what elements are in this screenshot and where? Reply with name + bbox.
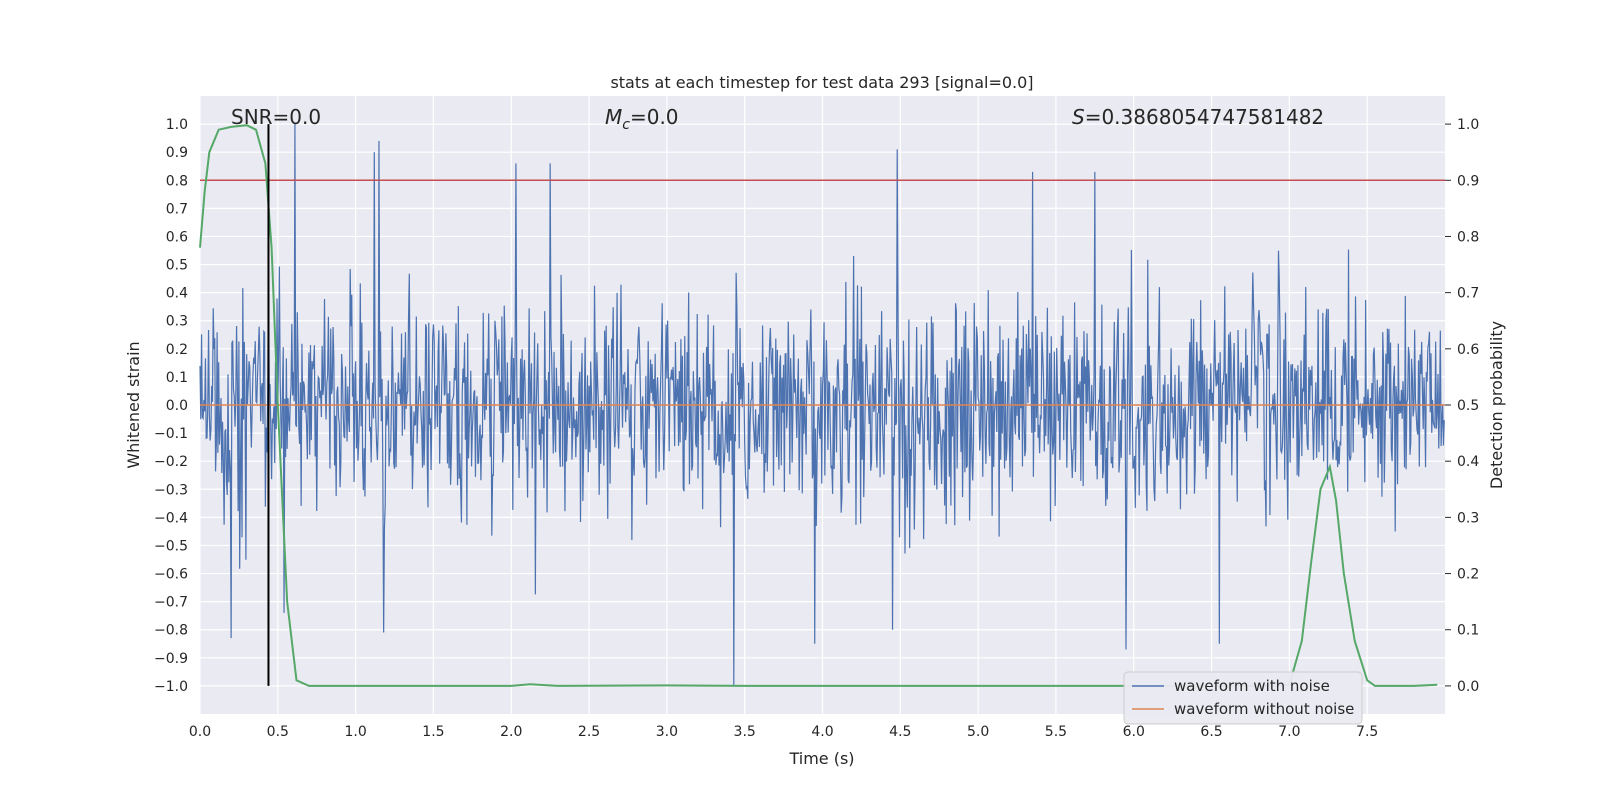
snr-annotation: SNR=0.0 xyxy=(231,105,321,129)
legend-box xyxy=(1123,671,1363,725)
y-tick-label: 0.8 xyxy=(166,173,188,189)
x-tick-label: 3.0 xyxy=(656,724,678,740)
y-tick-label: 0.4 xyxy=(166,286,188,302)
y-tick-label: 0.5 xyxy=(166,258,188,274)
y-tick-label: 0.7 xyxy=(166,201,188,217)
legend: waveform with noise waveform without noi… xyxy=(1123,671,1363,725)
y2-tick-label: 0.8 xyxy=(1457,229,1479,245)
y-tick-label: 0.9 xyxy=(166,145,188,161)
y2-tick-label: 0.1 xyxy=(1457,623,1479,639)
chirp-mass-annotation: Mc=0.0 xyxy=(605,105,679,133)
legend-label-clean: waveform without noise xyxy=(1174,700,1354,718)
x-tick-label: 6.5 xyxy=(1200,724,1222,740)
x-tick-label: 2.0 xyxy=(500,724,522,740)
y-tick-label: 0.1 xyxy=(166,370,188,386)
y2-tick-label: 1.0 xyxy=(1457,117,1479,133)
legend-label-noise: waveform with noise xyxy=(1174,677,1330,695)
y-tick-label: −0.7 xyxy=(154,595,188,611)
y-axis-right: 1.0 0.9 0.8 0.7 0.6 0.5 0.4 0.3 0.2 0.1 0.0 xyxy=(1445,117,1479,695)
y-tick-label: 1.0 xyxy=(166,117,188,133)
x-tick-label: 4.0 xyxy=(811,724,833,740)
y-tick-label: −0.6 xyxy=(154,567,188,583)
y-tick-label: 0.6 xyxy=(166,229,188,245)
x-tick-label: 5.5 xyxy=(1045,724,1067,740)
x-tick-label: 5.0 xyxy=(967,724,989,740)
y2-tick-label: 0.0 xyxy=(1457,679,1479,695)
y2-tick-label: 0.3 xyxy=(1457,510,1479,526)
y-axis-left: 1.0 0.9 0.8 0.7 0.6 0.5 0.4 0.3 0.2 0.1 0.0 −0.1 −0.… xyxy=(154,117,188,695)
y-tick-label: −0.5 xyxy=(154,538,188,554)
y2-tick-label: 0.6 xyxy=(1457,342,1479,358)
x-tick-label: 1.0 xyxy=(344,724,366,740)
y2-tick-label: 0.2 xyxy=(1457,567,1479,583)
x-tick-label: 0.5 xyxy=(267,724,289,740)
y-tick-label: −1.0 xyxy=(154,679,188,695)
x-tick-label: 3.5 xyxy=(734,724,756,740)
y-tick-label: 0.3 xyxy=(166,314,188,330)
x-axis: 0.0 0.5 1.0 1.5 2.0 2.5 3.0 3.5 4.0 4.5 5.0 5.5 6.0 6… xyxy=(189,724,1378,740)
y2-tick-label: 0.7 xyxy=(1457,286,1479,302)
x-tick-label: 4.5 xyxy=(889,724,911,740)
y-tick-label: −0.4 xyxy=(154,510,188,526)
y2-tick-label: 0.4 xyxy=(1457,454,1479,470)
y-tick-label: −0.9 xyxy=(154,651,188,667)
y-tick-label: 0.0 xyxy=(166,398,188,414)
x-tick-label: 2.5 xyxy=(578,724,600,740)
detection-probability-series xyxy=(199,124,1445,687)
x-tick-label: 7.5 xyxy=(1356,724,1378,740)
y-tick-label: −0.3 xyxy=(154,482,188,498)
x-tick-label: 7.0 xyxy=(1278,724,1300,740)
y-tick-label: −0.8 xyxy=(154,623,188,639)
waveform-with-noise-line xyxy=(199,124,1445,686)
chart-title: stats at each timestep for test data 293… xyxy=(610,73,1033,92)
x-tick-label: 1.5 xyxy=(422,724,444,740)
y2-tick-label: 0.5 xyxy=(1457,398,1479,414)
y-axis-label: Whitened strain xyxy=(124,341,143,468)
detection-probability-line xyxy=(199,124,1438,687)
y-tick-label: −0.2 xyxy=(154,454,188,470)
x-tick-label: 0.0 xyxy=(189,724,211,740)
waveform-with-noise-series xyxy=(199,124,1445,686)
x-axis-label: Time (s) xyxy=(788,749,854,768)
y-tick-label: −0.1 xyxy=(154,426,188,442)
y2-tick-label: 0.9 xyxy=(1457,173,1479,189)
y-tick-label: 0.2 xyxy=(166,342,188,358)
y2-axis-label: Detection probability xyxy=(1487,321,1506,489)
score-annotation: S=0.3868054747581482 xyxy=(1072,105,1324,129)
x-tick-label: 6.0 xyxy=(1123,724,1145,740)
